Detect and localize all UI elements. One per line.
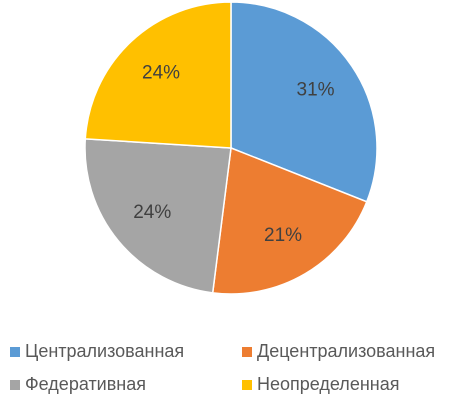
data-label: 21% <box>264 225 302 246</box>
legend-label: Централизованная <box>25 341 184 361</box>
legend-swatch <box>242 347 252 357</box>
data-label: 31% <box>297 80 335 101</box>
pie-slice <box>230 1 378 203</box>
legend-swatch <box>10 380 20 390</box>
pie-slice <box>211 146 368 295</box>
legend-swatch <box>10 347 20 357</box>
legend-label: Децентрализованная <box>257 341 435 361</box>
data-label: 24% <box>133 202 171 223</box>
data-label: 24% <box>142 63 180 84</box>
pie-slice <box>84 138 232 294</box>
legend-swatch <box>242 380 252 390</box>
legend-label: Неопределенная <box>257 374 399 394</box>
legend-label: Федеративная <box>25 374 146 394</box>
pie-slice <box>84 1 232 149</box>
